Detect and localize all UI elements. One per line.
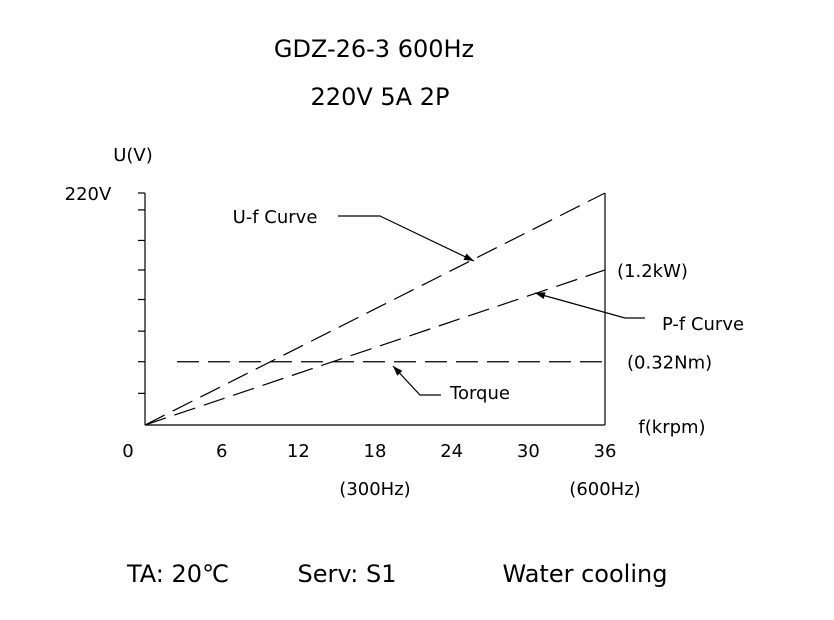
arrow-head: [535, 292, 546, 300]
callout-leader: [392, 365, 441, 396]
footer-text: TA: 20℃: [126, 560, 229, 588]
x-axis-label: f(krpm): [638, 417, 705, 438]
series-line: [144, 269, 606, 426]
x-tick-label: 18: [364, 441, 387, 462]
series-callout: U-f Curve: [233, 207, 318, 228]
x-tick-label: 30: [517, 441, 540, 462]
chart-title: GDZ-26-3 600Hz: [274, 35, 474, 63]
x-sublabel: (600Hz): [569, 479, 640, 500]
end-label: (1.2kW): [617, 261, 688, 282]
y-tick-label: 220V: [65, 184, 112, 205]
x-tick-label: 12: [287, 441, 310, 462]
arrow-head: [393, 366, 403, 376]
arrow-head: [463, 253, 474, 261]
footer-text: Water cooling: [503, 560, 668, 588]
series-callout: Torque: [449, 383, 510, 404]
series-line: [144, 192, 606, 426]
callout-leader: [534, 292, 645, 319]
x-tick-label: 6: [216, 441, 227, 462]
chart-subtitle: 220V 5A 2P: [311, 83, 450, 111]
end-label: (0.32Nm): [627, 353, 712, 374]
x-tick-label: 36: [594, 441, 617, 462]
callout-leader: [338, 215, 475, 262]
series-callout: P-f Curve: [662, 314, 744, 335]
y-axis-label: U(V): [113, 145, 153, 166]
x-tick-label: 24: [440, 441, 463, 462]
x-sublabel: (300Hz): [339, 479, 410, 500]
footer-text: Serv: S1: [298, 560, 397, 588]
x-tick-label: 0: [122, 441, 133, 462]
